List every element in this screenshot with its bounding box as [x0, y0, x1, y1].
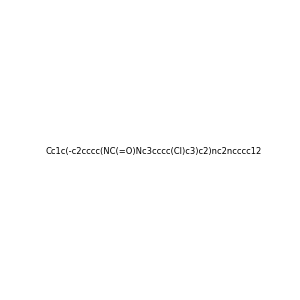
Text: Cc1c(-c2cccc(NC(=O)Nc3cccc(Cl)c3)c2)nc2ncccc12: Cc1c(-c2cccc(NC(=O)Nc3cccc(Cl)c3)c2)nc2n… — [46, 147, 262, 156]
